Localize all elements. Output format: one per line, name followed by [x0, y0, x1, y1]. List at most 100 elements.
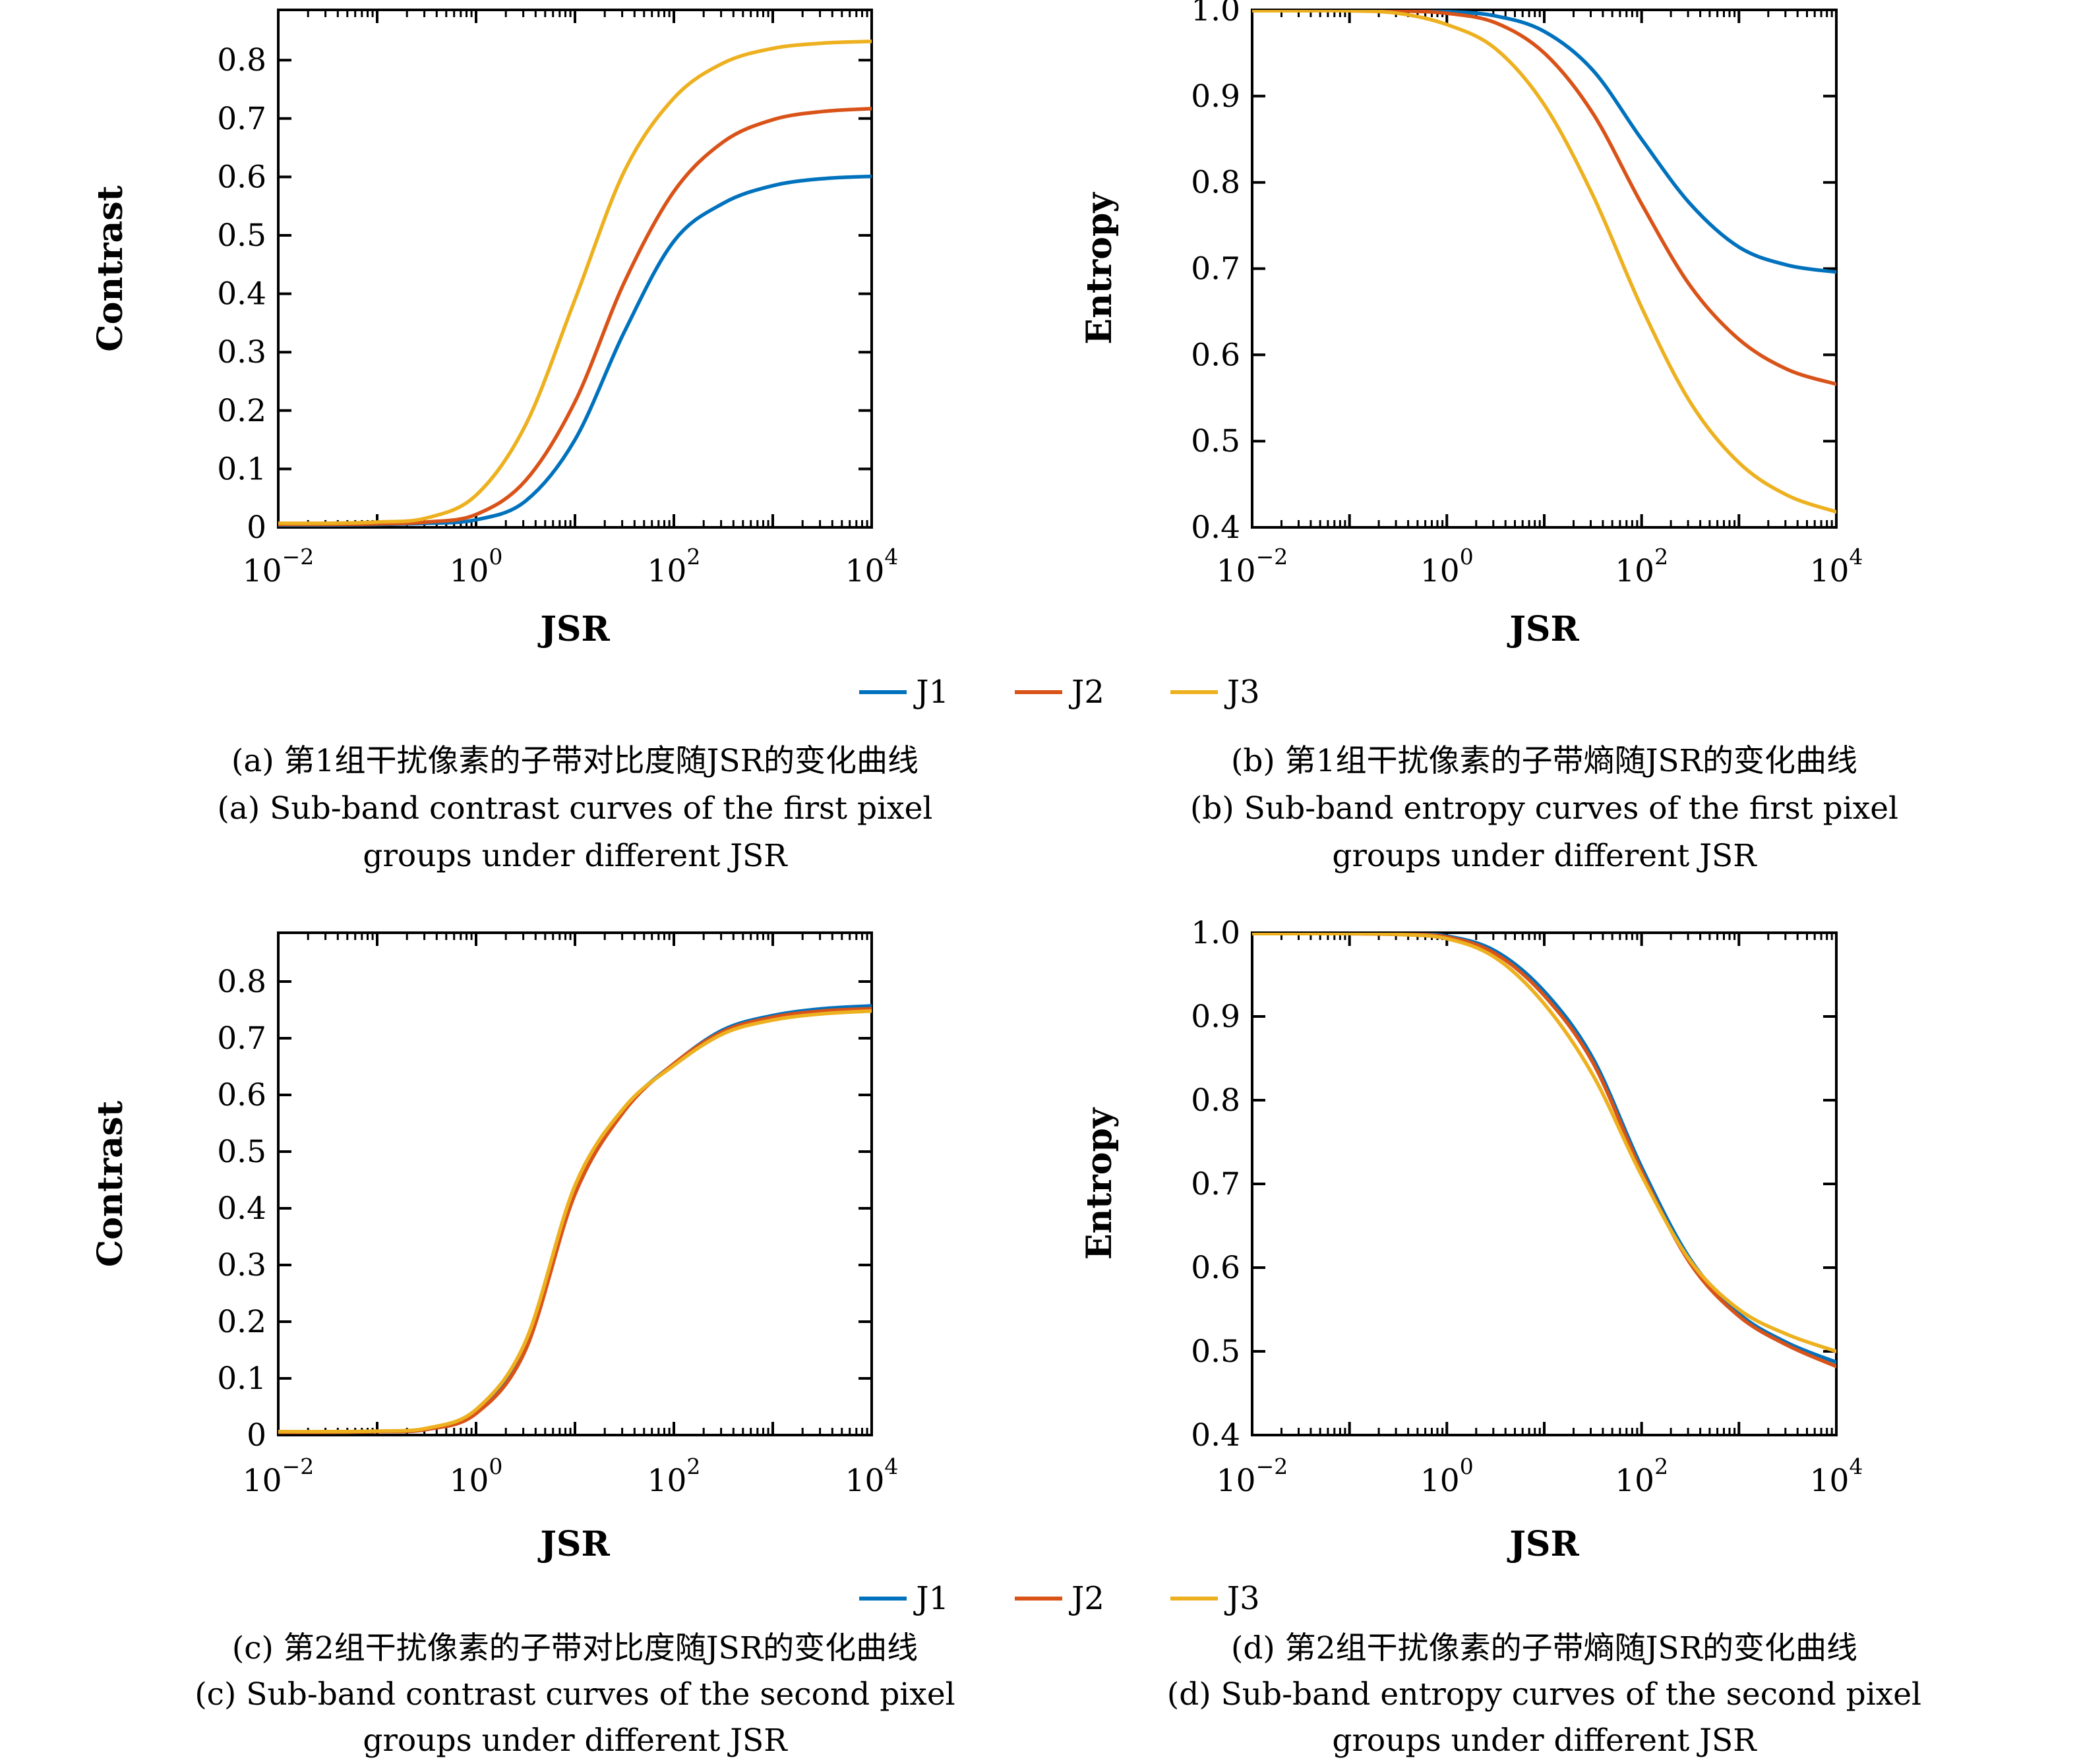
- series-line-j2: [278, 106, 872, 527]
- caption-d-en-line2: groups under different JSR: [1332, 1722, 1757, 1759]
- legend-label-j2: J2: [1071, 1580, 1104, 1617]
- y-tick-label: 0.8: [217, 964, 266, 1000]
- x-tick-label: 104: [1810, 544, 1863, 589]
- panel-d-entropy-chart: 0.4 0.5 0.6 0.7 0.8 0.9 1.0 10−2 100 102 104 JSR Ent…: [1079, 915, 1863, 1564]
- caption-a-zh: (a) 第1组干扰像素的子带对比度随JSR的变化曲线: [231, 743, 918, 779]
- j1-line-swatch: [859, 1597, 907, 1601]
- legend-label-j1: J1: [916, 674, 949, 711]
- caption-a-en-line1: (a) Sub-band contrast curves of the firs…: [217, 790, 933, 827]
- y-tick-label: 0.4: [1191, 1417, 1240, 1454]
- legend-item-j3: J3: [1170, 1583, 1260, 1614]
- y-tick-label: 1.0: [1191, 0, 1240, 28]
- x-tick-label: 100: [1420, 544, 1474, 589]
- series-line-j3: [278, 1009, 872, 1434]
- x-tick-label: 10−2: [1217, 1454, 1288, 1499]
- x-tick-label: 10−2: [243, 1454, 314, 1499]
- series-line-j3: [1252, 10, 1836, 514]
- series-line-j3: [1252, 933, 1836, 1353]
- y-tick-label: 0.2: [217, 393, 266, 429]
- y-tick-label: 0.9: [1191, 999, 1240, 1035]
- x-tick-label: 10−2: [243, 544, 314, 589]
- y-tick-label: 0.6: [217, 1077, 266, 1113]
- y-axis-label: Contrast: [90, 185, 131, 351]
- legend-item-j2: J2: [1015, 676, 1104, 708]
- x-tick-label: 102: [1615, 544, 1668, 589]
- j2-line-swatch: [1015, 1597, 1063, 1601]
- caption-b-zh: (b) 第1组干扰像素的子带熵随JSR的变化曲线: [1230, 743, 1858, 779]
- caption-d-zh: (d) 第2组干扰像素的子带熵随JSR的变化曲线: [1230, 1630, 1858, 1666]
- y-tick-label: 0.6: [1191, 1250, 1240, 1286]
- y-tick-label: 1.0: [1191, 915, 1240, 951]
- j2-line-swatch: [1015, 690, 1063, 694]
- legend-label-j3: J3: [1226, 1580, 1260, 1617]
- y-axis-label: Contrast: [90, 1101, 131, 1267]
- x-tick-label: 100: [450, 544, 503, 589]
- j3-line-swatch: [1170, 1597, 1218, 1601]
- caption-panel-a: (a) 第1组干扰像素的子带对比度随JSR的变化曲线 (a) Sub-band …: [80, 738, 1069, 880]
- x-axis-label: JSR: [1507, 609, 1579, 649]
- caption-panel-b: (b) 第1组干扰像素的子带熵随JSR的变化曲线 (b) Sub-band en…: [1050, 738, 2039, 880]
- series-line-j1: [278, 174, 872, 527]
- series-line-j3: [278, 40, 872, 525]
- legend-label-j3: J3: [1226, 674, 1260, 711]
- legend-label-j1: J1: [916, 1580, 949, 1617]
- y-tick-label: 0.5: [1191, 423, 1240, 459]
- y-tick-label: 0.5: [217, 1134, 266, 1170]
- y-tick-label: 0.4: [217, 1191, 266, 1227]
- caption-b-en-line2: groups under different JSR: [1332, 838, 1757, 874]
- legend-item-j2: J2: [1015, 1583, 1104, 1614]
- y-tick-label: 0.6: [1191, 337, 1240, 373]
- caption-panel-d: (d) 第2组干扰像素的子带熵随JSR的变化曲线 (d) Sub-band en…: [1050, 1626, 2039, 1764]
- x-tick-label: 104: [845, 1454, 899, 1499]
- caption-c-en-line1: (c) Sub-band contrast curves of the seco…: [195, 1676, 955, 1713]
- y-tick-label: 0.4: [1191, 510, 1240, 546]
- y-tick-label: 0.7: [1191, 251, 1240, 287]
- series-line-j2: [1252, 10, 1836, 386]
- legend-bottom: J1 J2 J3: [829, 1573, 1290, 1624]
- y-tick-label: 0.7: [1191, 1166, 1240, 1202]
- legend-top: J1 J2 J3: [829, 667, 1290, 717]
- x-axis-label: JSR: [537, 1524, 610, 1564]
- caption-panel-c: (c) 第2组干扰像素的子带对比度随JSR的变化曲线 (c) Sub-band …: [80, 1626, 1069, 1764]
- caption-a-en-line2: groups under different JSR: [363, 838, 787, 874]
- caption-c-zh: (c) 第2组干扰像素的子带对比度随JSR的变化曲线: [231, 1630, 918, 1666]
- x-tick-label: 102: [647, 544, 701, 589]
- y-tick-label: 0.9: [1191, 78, 1240, 115]
- y-tick-label: 0.2: [217, 1304, 266, 1340]
- caption-b-en-line1: (b) Sub-band entropy curves of the first…: [1189, 790, 1899, 827]
- panel-b-entropy-chart: 0.4 0.5 0.6 0.7 0.8 0.9 1.0 10−2 100 102 104 JSR Ent…: [1079, 0, 1863, 649]
- series-line-j1: [278, 1004, 872, 1434]
- series-line-j2: [1252, 933, 1836, 1368]
- y-tick-label: 0.1: [217, 1361, 266, 1397]
- y-tick-label: 0.3: [217, 1247, 266, 1283]
- legend-label-j2: J2: [1071, 674, 1104, 711]
- x-tick-label: 102: [647, 1454, 701, 1499]
- j1-line-swatch: [859, 690, 907, 694]
- y-tick-label: 0: [247, 510, 266, 546]
- y-tick-label: 0.7: [217, 101, 266, 137]
- x-axis-label: JSR: [1507, 1524, 1579, 1564]
- caption-d-en-line1: (d) Sub-band entropy curves of the secon…: [1166, 1676, 1922, 1713]
- axes-box: [1251, 9, 1838, 529]
- x-tick-label: 100: [450, 1454, 503, 1499]
- y-tick-label: 0.1: [217, 451, 266, 487]
- legend-item-j3: J3: [1170, 676, 1260, 708]
- legend-item-j1: J1: [859, 1583, 949, 1614]
- y-tick-label: 0.8: [217, 42, 266, 78]
- legend-item-j1: J1: [859, 676, 949, 708]
- caption-c-en-line2: groups under different JSR: [363, 1722, 787, 1759]
- y-axis-label: Entropy: [1079, 192, 1120, 345]
- y-tick-label: 0.8: [1191, 165, 1240, 201]
- y-tick-label: 0.6: [217, 159, 266, 195]
- y-tick-label: 0.5: [1191, 1334, 1240, 1370]
- y-tick-label: 0.5: [217, 218, 266, 254]
- series-line-j1: [1252, 10, 1836, 274]
- x-axis-label: JSR: [537, 609, 610, 649]
- panel-c-contrast-chart: 0 0.1 0.2 0.3 0.4 0.5 0.6 0.7 0.8 10−2 100 102 104 JS…: [90, 931, 899, 1564]
- x-tick-label: 102: [1615, 1454, 1668, 1499]
- y-tick-label: 0.8: [1191, 1082, 1240, 1119]
- axes-box: [1251, 931, 1838, 1436]
- y-axis-label: Entropy: [1079, 1107, 1120, 1260]
- y-tick-label: 0.7: [217, 1020, 266, 1057]
